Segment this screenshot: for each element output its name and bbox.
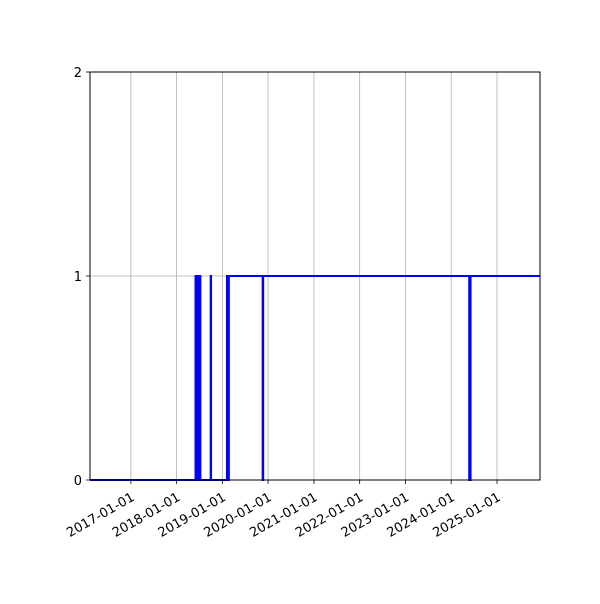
y-tick-label: 2	[74, 66, 82, 81]
y-tick-label: 1	[74, 270, 82, 285]
y-tick-label: 0	[74, 474, 82, 489]
